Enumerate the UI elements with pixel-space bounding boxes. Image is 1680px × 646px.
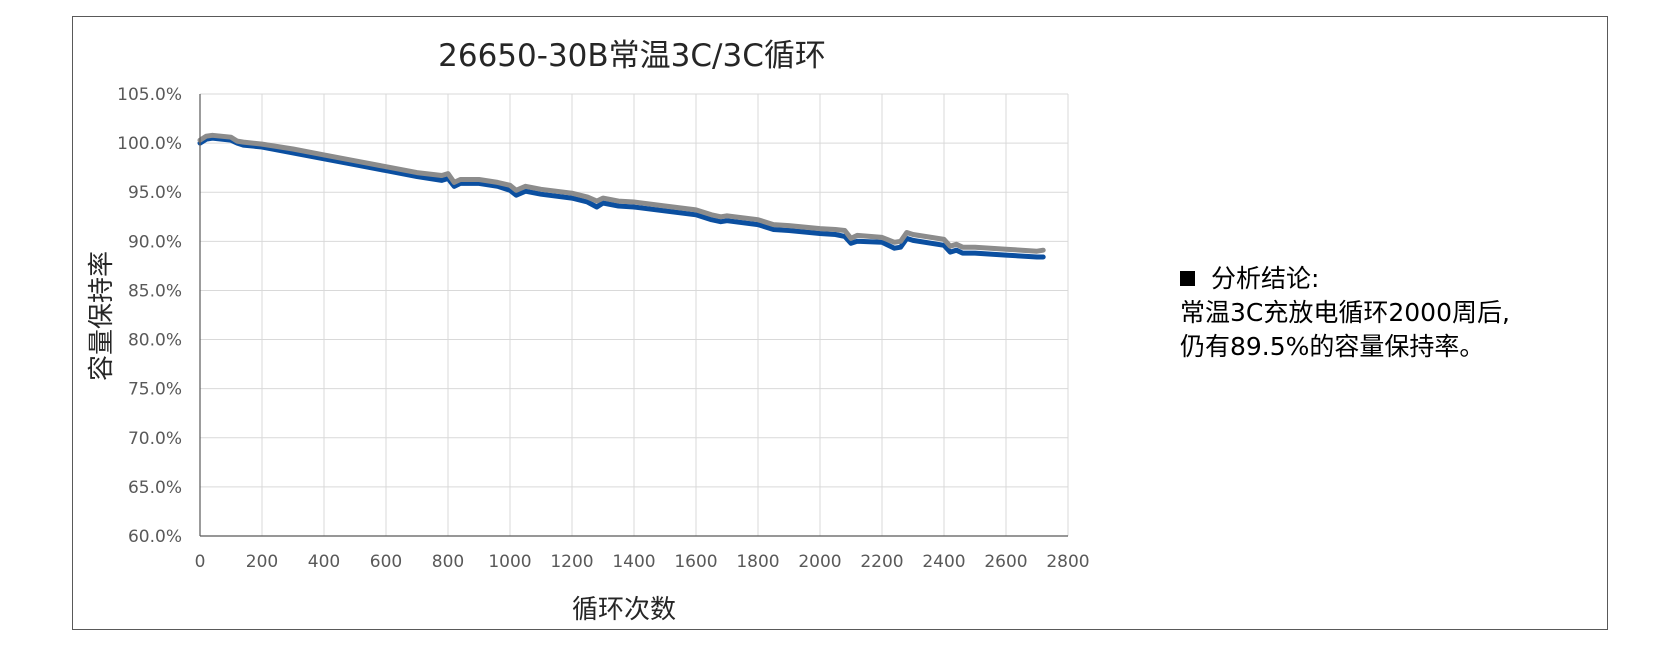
- x-tick-label: 2400: [922, 552, 965, 572]
- chart-frame: [72, 16, 1608, 630]
- x-tick-label: 800: [432, 552, 464, 572]
- x-tick-label: 0: [195, 552, 206, 572]
- y-tick-label: 90.0%: [128, 232, 182, 252]
- y-tick-label: 65.0%: [128, 478, 182, 498]
- x-tick-label: 2600: [984, 552, 1027, 572]
- conclusion-line-2: 仍有89.5%的容量保持率。: [1180, 332, 1485, 361]
- y-tick-label: 80.0%: [128, 331, 182, 351]
- conclusion-panel: 分析结论: 常温3C充放电循环2000周后, 仍有89.5%的容量保持率。: [1180, 262, 1510, 364]
- x-tick-label: 1200: [550, 552, 593, 572]
- x-tick-label: 1400: [612, 552, 655, 572]
- x-tick-label: 1800: [736, 552, 779, 572]
- x-tick-label: 2200: [860, 552, 903, 572]
- x-tick-label: 200: [246, 552, 278, 572]
- x-tick-label: 600: [370, 552, 402, 572]
- series-layer: [197, 132, 1046, 260]
- y-axis-title: 容量保持率: [87, 251, 117, 381]
- y-tick-label: 105.0%: [117, 85, 182, 105]
- y-tick-label: 95.0%: [128, 183, 182, 203]
- y-tick-label: 75.0%: [128, 380, 182, 400]
- y-tick-label: 85.0%: [128, 281, 182, 301]
- series-line-2: [197, 132, 1046, 254]
- conclusion-line-1: 常温3C充放电循环2000周后,: [1180, 298, 1510, 327]
- chart-title: 26650-30B常温3C/3C循环: [438, 38, 826, 74]
- y-tick-label: 70.0%: [128, 429, 182, 449]
- axes: 60.0% 65.0% 70.0% 75.0% 80.0% 85.0% 90.0% 95.0%…: [117, 85, 1089, 572]
- conclusion-heading-row: 分析结论:: [1180, 262, 1510, 296]
- x-tick-label: 1000: [488, 552, 531, 572]
- conclusion-heading: 分析结论:: [1211, 264, 1320, 293]
- x-tick-label: 400: [308, 552, 340, 572]
- x-axis-title: 循环次数: [572, 595, 676, 625]
- y-tick-label: 60.0%: [128, 527, 182, 547]
- x-tick-label: 2800: [1046, 552, 1089, 572]
- square-bullet-icon: [1180, 271, 1195, 286]
- y-tick-label: 100.0%: [117, 134, 182, 154]
- x-tick-label: 1600: [674, 552, 717, 572]
- x-tick-label: 2000: [798, 552, 841, 572]
- series-line-1: [197, 135, 1046, 260]
